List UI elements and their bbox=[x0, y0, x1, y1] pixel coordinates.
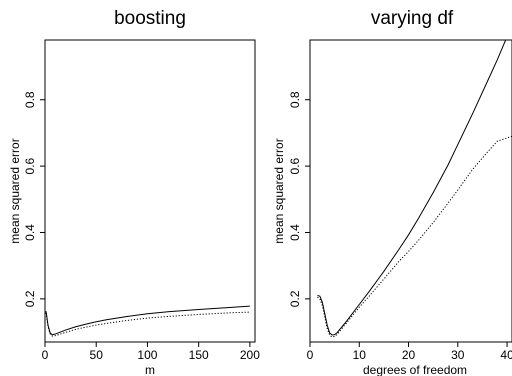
boosting-x-tick-label: 200 bbox=[240, 348, 260, 362]
boosting-dotted-line bbox=[45, 311, 250, 337]
varying-df-x-tick-label: 40 bbox=[500, 348, 512, 362]
varying-df-plot-frame bbox=[309, 39, 512, 343]
boosting-y-ticks: 0.2 0.4 0.6 0.8 bbox=[23, 91, 45, 307]
varying-df-title: varying df bbox=[371, 8, 454, 29]
boosting-x-ticks: 0 50 100 150 200 bbox=[42, 342, 260, 362]
boosting-x-axis-label: m bbox=[145, 363, 155, 376]
varying-df-x-tick-label: 30 bbox=[451, 348, 465, 362]
varying-df-x-tick-label: 10 bbox=[353, 348, 367, 362]
varying-df-x-tick-label: 0 bbox=[307, 348, 314, 362]
boosting-y-tick-label: 0.6 bbox=[23, 157, 37, 174]
varying-df-solid-line bbox=[317, 40, 507, 336]
varying-df-y-tick-label: 0.4 bbox=[288, 224, 302, 241]
boosting-y-tick-label: 0.2 bbox=[23, 290, 37, 307]
varying-df-x-ticks: 0 10 20 30 40 bbox=[307, 342, 512, 362]
varying-df-panel: varying df degrees of freedom mean squar… bbox=[272, 8, 512, 376]
boosting-x-tick-label: 0 bbox=[42, 348, 49, 362]
boosting-title: boosting bbox=[114, 8, 186, 29]
varying-df-series bbox=[317, 40, 512, 338]
varying-df-dotted-line bbox=[317, 135, 512, 338]
varying-df-y-tick-label: 0.6 bbox=[288, 157, 302, 174]
varying-df-x-tick-label: 20 bbox=[402, 348, 416, 362]
varying-df-y-ticks: 0.2 0.4 0.6 0.8 bbox=[288, 91, 310, 307]
varying-df-y-tick-label: 0.2 bbox=[288, 290, 302, 307]
boosting-x-tick-label: 150 bbox=[189, 348, 209, 362]
boosting-x-tick-label: 100 bbox=[137, 348, 157, 362]
boosting-plot-frame bbox=[44, 39, 256, 343]
boosting-panel: boosting m mean squared error 0 50 100 150 2… bbox=[8, 8, 260, 376]
boosting-series bbox=[45, 305, 250, 337]
boosting-y-tick-label: 0.4 bbox=[23, 224, 37, 241]
boosting-y-axis-label: mean squared error bbox=[8, 138, 22, 243]
varying-df-x-axis-label: degrees of freedom bbox=[363, 363, 467, 376]
boosting-solid-line bbox=[45, 305, 250, 336]
varying-df-y-axis-label: mean squared error bbox=[272, 138, 286, 243]
boosting-x-tick-label: 50 bbox=[90, 348, 104, 362]
varying-df-y-tick-label: 0.8 bbox=[288, 91, 302, 108]
boosting-y-tick-label: 0.8 bbox=[23, 91, 37, 108]
